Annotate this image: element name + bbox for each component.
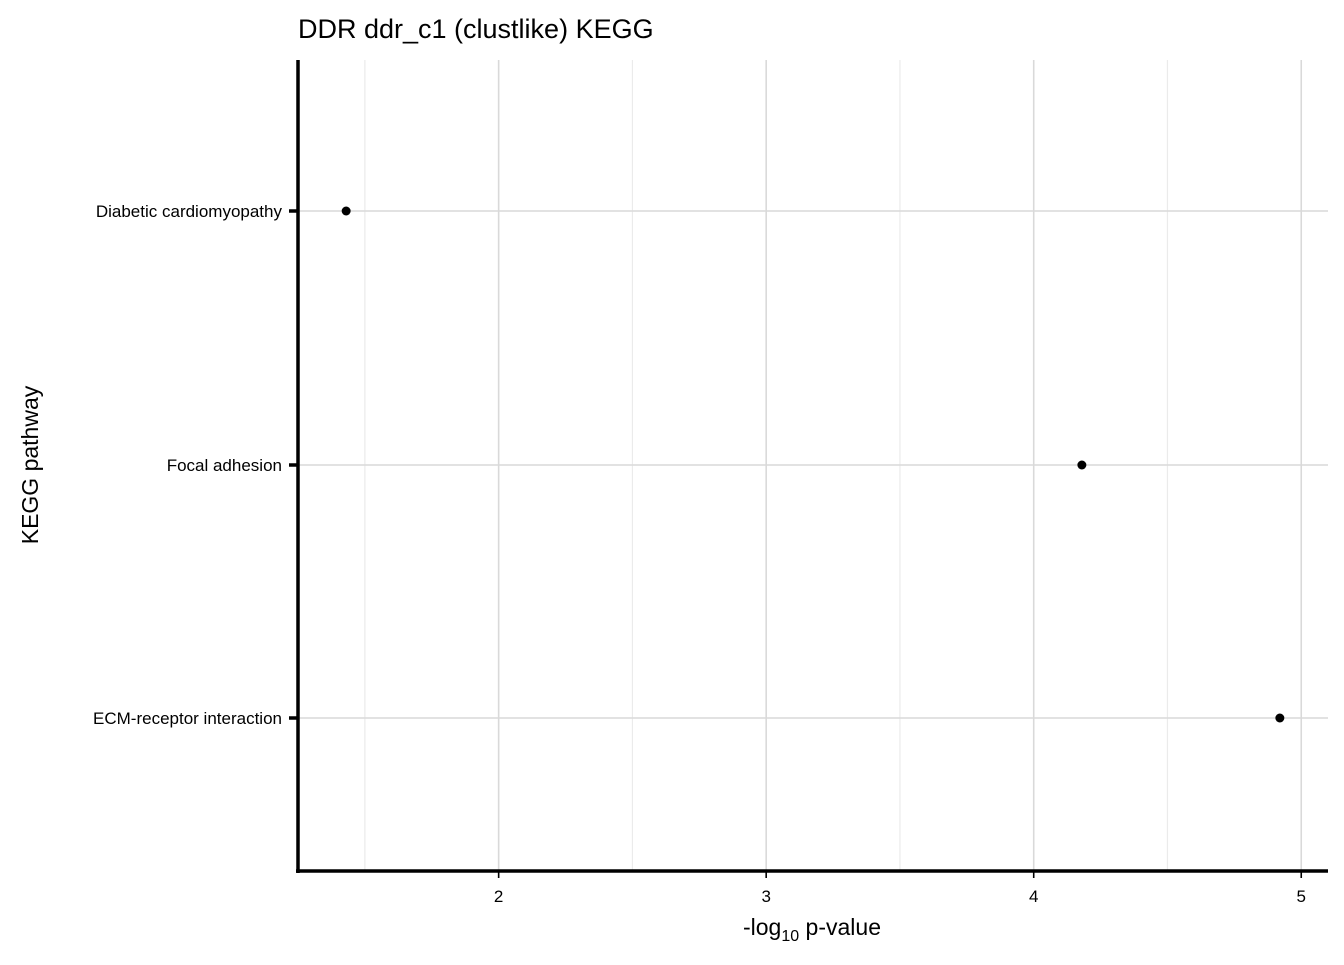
x-axis-label-main: -log	[743, 914, 781, 940]
data-point	[1077, 460, 1087, 470]
y-axis-label: KEGG pathway	[17, 385, 43, 544]
x-tick-label: 3	[761, 887, 770, 906]
axes: 2 3 4 5 Diabetic cardiomyopathy Focal adhesio…	[93, 60, 1328, 906]
x-axis-label-subscript: 10	[781, 928, 799, 945]
y-tick-label: Diabetic cardiomyopathy	[96, 202, 283, 221]
x-tick-label: 4	[1029, 887, 1038, 906]
data-point	[341, 206, 351, 216]
x-axis-label: -log10 p-value	[743, 914, 881, 945]
data-point	[1275, 713, 1285, 723]
grid-lines	[298, 60, 1328, 871]
x-tick-label: 2	[494, 887, 503, 906]
y-tick-label: ECM-receptor interaction	[93, 709, 282, 728]
chart-title: DDR ddr_c1 (clustlike) KEGG	[298, 14, 654, 44]
data-points	[341, 206, 1285, 723]
y-tick-label: Focal adhesion	[167, 456, 282, 475]
x-axis-label-rest: p-value	[799, 914, 881, 940]
x-tick-label: 5	[1297, 887, 1306, 906]
